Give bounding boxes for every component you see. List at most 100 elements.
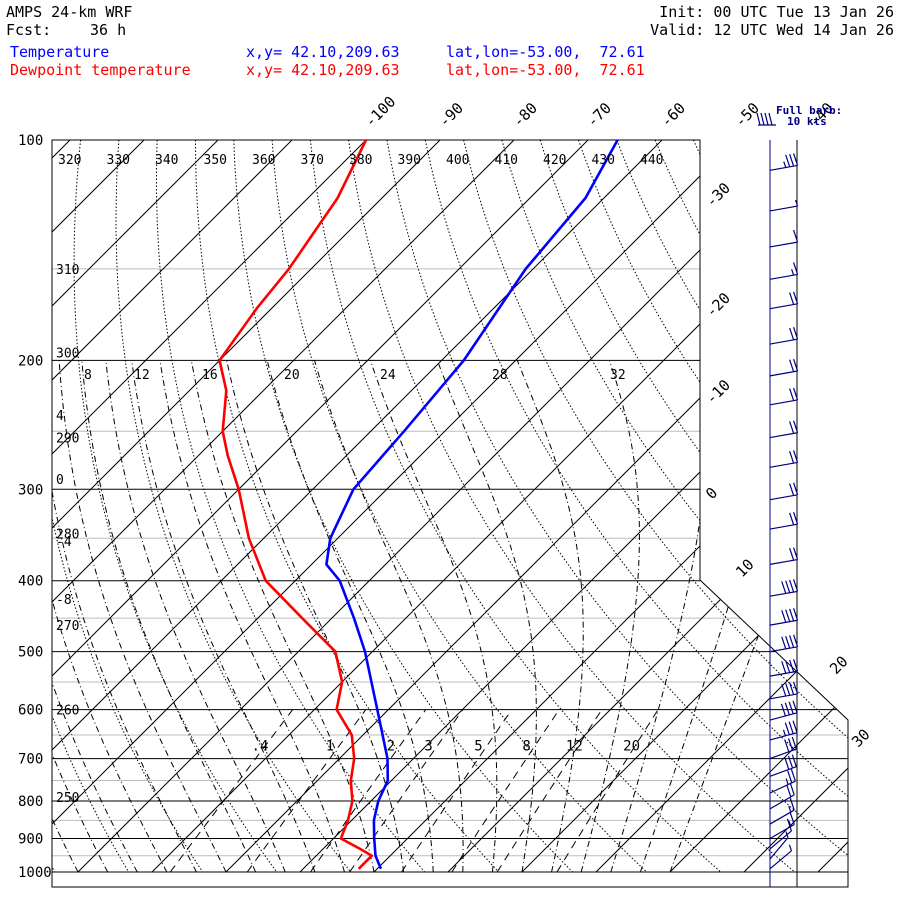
wind-barb bbox=[769, 579, 799, 597]
mixing-ratio-line bbox=[496, 709, 603, 873]
wind-barb bbox=[769, 358, 799, 377]
pseudo-adiabat-label: 20 bbox=[284, 368, 300, 383]
mixing-ratio-line bbox=[169, 709, 294, 873]
isotherm-line bbox=[52, 140, 737, 873]
legend-temperature-name: Temperature bbox=[10, 43, 110, 61]
moist-adiabat-line bbox=[190, 360, 375, 873]
theta-left-label: 310 bbox=[56, 263, 79, 278]
isotherm-line bbox=[447, 140, 848, 873]
moist-adiabat-line bbox=[131, 360, 316, 873]
wind-barb bbox=[769, 797, 795, 825]
wind-barb bbox=[769, 844, 793, 870]
init-time: Init: 00 UTC Tue 13 Jan 26 bbox=[659, 3, 894, 21]
theta-label: 320 bbox=[58, 153, 81, 168]
pressure-tick-label: 700 bbox=[18, 752, 43, 768]
isotherm-line bbox=[52, 140, 367, 873]
wind-barb bbox=[769, 420, 799, 439]
isotherm-line bbox=[595, 140, 848, 873]
isotherm-label: -10 bbox=[702, 376, 734, 408]
dry-adiabat-line bbox=[616, 140, 848, 873]
isotherm-label: -30 bbox=[702, 179, 734, 211]
mixing-ratio-line bbox=[246, 709, 367, 873]
valid-time: Valid: 12 UTC Wed 14 Jan 26 bbox=[650, 21, 894, 39]
moist-adiabat-line bbox=[610, 360, 708, 873]
pseudo-adiabat-label: 12 bbox=[134, 368, 150, 383]
moist-adiabat-line bbox=[58, 360, 227, 873]
dry-adiabat-line bbox=[271, 140, 648, 873]
wind-barb bbox=[769, 768, 796, 794]
forecast-hours: 36 h bbox=[90, 21, 127, 39]
pseudo-adiabat-left-label: -4 bbox=[56, 535, 72, 550]
theta-label: 350 bbox=[204, 153, 227, 168]
isotherm-line bbox=[52, 140, 293, 873]
legend-dewpoint-name: Dewpoint temperature bbox=[10, 61, 191, 79]
pressure-tick-label: 500 bbox=[18, 645, 43, 661]
wind-barb bbox=[769, 547, 799, 565]
dry-adiabat-line bbox=[195, 140, 500, 873]
isotherm-label: -70 bbox=[583, 99, 615, 131]
wind-barb bbox=[769, 754, 797, 777]
dry-adiabat-line bbox=[654, 140, 848, 873]
moist-adiabat-line bbox=[81, 360, 257, 873]
wind-barb bbox=[769, 608, 799, 626]
isotherm-line bbox=[151, 140, 848, 873]
mixing-ratio-label: 3 bbox=[424, 739, 432, 755]
isotherm-line bbox=[52, 140, 663, 873]
wind-barb bbox=[769, 700, 798, 721]
wind-barb bbox=[769, 387, 799, 406]
mixing-ratio-label: 2 bbox=[387, 739, 395, 755]
moist-adiabat-line bbox=[314, 360, 464, 872]
forecast-label: Fcst: bbox=[6, 21, 52, 39]
barb-key-line1: Full barb: bbox=[776, 104, 842, 117]
pseudo-adiabat-left-label: 0 bbox=[56, 473, 64, 488]
isotherm-label: 40 bbox=[0, 0, 18, 4]
dry-adiabat-line bbox=[424, 140, 848, 873]
theta-label: 380 bbox=[349, 153, 372, 168]
isotherm-label: -100 bbox=[361, 93, 399, 131]
moist-adiabat-line bbox=[159, 360, 345, 873]
moist-adiabat-line bbox=[52, 360, 109, 873]
wind-barb bbox=[769, 812, 795, 840]
mixing-ratio-label: 20 bbox=[623, 739, 640, 755]
moist-adiabat-line bbox=[266, 360, 434, 873]
theta-label: 400 bbox=[446, 153, 469, 168]
moist-adiabat-line bbox=[436, 360, 537, 873]
theta-label: 390 bbox=[398, 153, 421, 168]
dry-adiabat-line bbox=[233, 140, 574, 873]
pseudo-adiabat-label: 8 bbox=[84, 368, 92, 383]
wind-barb bbox=[769, 199, 799, 212]
pressure-tick-label: 800 bbox=[18, 794, 43, 810]
pressure-tick-label: 200 bbox=[18, 353, 43, 369]
wind-barb bbox=[769, 450, 799, 468]
pseudo-adiabat-label: 28 bbox=[492, 368, 508, 383]
isotherm-line bbox=[669, 140, 848, 873]
wind-barb bbox=[769, 681, 799, 700]
pseudo-adiabat-label: 32 bbox=[610, 368, 626, 383]
wind-barb bbox=[769, 326, 799, 345]
dry-adiabat-line bbox=[769, 140, 848, 873]
wind-barb bbox=[769, 482, 799, 501]
wind-barb bbox=[769, 782, 795, 810]
wind-barb bbox=[769, 262, 799, 280]
moist-adiabat-line bbox=[580, 360, 640, 873]
wind-barb bbox=[769, 229, 799, 248]
moist-adiabat-line bbox=[105, 360, 286, 873]
mixing-ratio-line bbox=[310, 709, 427, 873]
mixing-ratio-label: 8 bbox=[522, 739, 530, 755]
mixing-ratio-label: 1 bbox=[326, 739, 334, 755]
pressure-tick-label: 100 bbox=[18, 133, 43, 149]
mixing-ratio-label: .4 bbox=[252, 739, 269, 755]
wind-barb bbox=[769, 818, 793, 850]
moist-adiabat-line bbox=[639, 360, 787, 873]
isotherm-line bbox=[817, 140, 848, 873]
pressure-tick-label: 900 bbox=[18, 832, 43, 848]
isotherm-label: -20 bbox=[702, 289, 734, 321]
isotherm-line bbox=[225, 140, 848, 873]
wind-barb bbox=[769, 736, 797, 760]
theta-left-label: 250 bbox=[56, 791, 79, 806]
pseudo-adiabat-left-label: -8 bbox=[56, 593, 72, 608]
mixing-ratio-line bbox=[401, 709, 513, 873]
dewpoint-profile bbox=[218, 140, 374, 870]
theta-label: 410 bbox=[495, 153, 518, 168]
